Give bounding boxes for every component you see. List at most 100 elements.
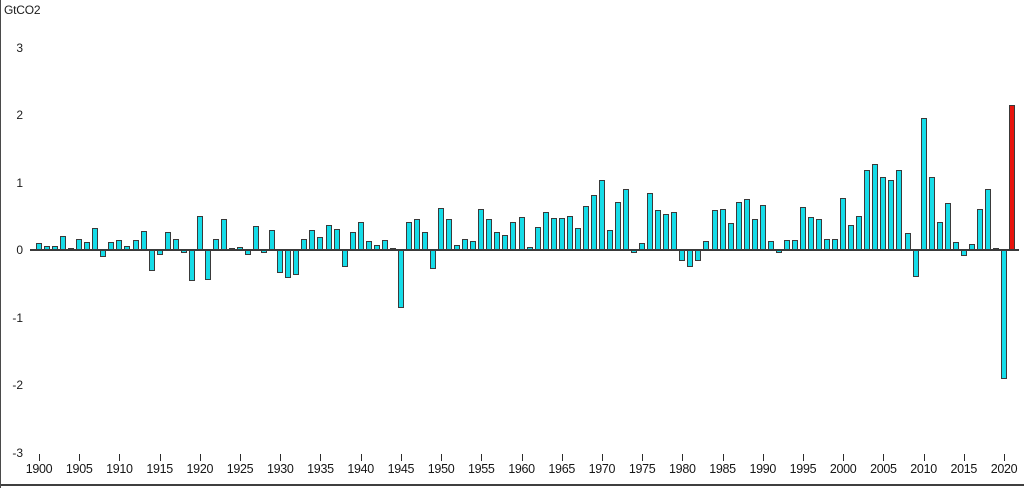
bar-1986	[727, 223, 734, 250]
bar-2007	[896, 169, 903, 250]
bar-1916	[164, 232, 171, 250]
x-tick-2020	[1004, 454, 1005, 461]
bar-1927	[253, 226, 260, 250]
bar-1995	[799, 206, 806, 250]
x-tick-1900	[39, 454, 40, 461]
bar-1985	[719, 208, 726, 250]
x-tick-2000	[843, 454, 845, 461]
bar-1951	[446, 218, 453, 250]
bar-2009	[912, 250, 919, 277]
bar-2008	[904, 233, 911, 250]
bar-1970	[598, 180, 605, 250]
x-tick-1905	[79, 454, 81, 461]
bar-1955	[478, 208, 485, 250]
bar-1965	[558, 217, 565, 250]
x-tick-1920	[199, 454, 201, 461]
bar-1936	[325, 225, 332, 250]
bar-1940	[357, 222, 364, 250]
x-tick-label-1940: 1940	[347, 462, 374, 476]
bar-1938	[341, 250, 348, 267]
bar-1932	[293, 250, 300, 275]
x-tick-1925	[240, 454, 242, 461]
y-tick-label-0: 0	[16, 243, 23, 257]
x-tick-1985	[722, 454, 724, 461]
x-tick-1970	[601, 454, 603, 461]
bar-1929	[269, 229, 276, 250]
x-tick-label-1935: 1935	[307, 462, 334, 476]
bar-1968	[582, 206, 589, 250]
bar-2013	[944, 202, 951, 250]
bar-1977	[655, 210, 662, 250]
x-tick-label-1985: 1985	[709, 462, 736, 476]
bar-1934	[309, 229, 316, 250]
bar-2000	[840, 198, 847, 250]
bar-1923	[220, 218, 227, 250]
bar-2003	[864, 170, 871, 250]
bar-1921	[204, 250, 211, 280]
bar-2018	[984, 189, 991, 250]
x-tick-label-1905: 1905	[65, 462, 93, 476]
bar-2001	[848, 225, 855, 250]
bar-1946	[405, 221, 412, 250]
x-tick-1935	[320, 454, 322, 461]
y-tick-label-3: 3	[16, 40, 23, 55]
x-tick-1915	[159, 454, 161, 461]
y-tick-label--3: -3	[12, 445, 23, 460]
x-tick-1975	[642, 454, 644, 461]
y-tick-label--1: -1	[12, 310, 23, 325]
bar-1958	[502, 235, 509, 250]
x-tick-1960	[521, 454, 523, 461]
bar-2012	[936, 221, 943, 250]
bar-1971	[606, 229, 613, 250]
bar-1920	[196, 216, 203, 250]
bar-2015	[960, 250, 967, 257]
bar-1962	[534, 227, 541, 250]
bar-1984	[711, 209, 718, 250]
bar-1948	[422, 232, 428, 250]
x-tick-label-1900: 1900	[25, 462, 53, 476]
x-tick-1945	[400, 454, 402, 461]
bar-1973	[623, 189, 630, 250]
bar-1919	[188, 250, 195, 282]
x-tick-label-1930: 1930	[266, 462, 294, 476]
bar-2005	[880, 177, 887, 250]
x-tick-label-1980: 1980	[669, 462, 696, 476]
bar-1987	[735, 202, 742, 250]
bar-1972	[615, 202, 621, 250]
bottom-edge-line	[1, 484, 1024, 486]
x-tick-2015	[963, 454, 965, 461]
bar-1903	[60, 235, 67, 250]
x-tick-2010	[923, 454, 925, 461]
x-tick-label-1910: 1910	[106, 462, 133, 476]
bar-1997	[816, 218, 823, 250]
x-tick-label-1990: 1990	[749, 462, 777, 476]
x-tick-label-2015: 2015	[950, 462, 978, 476]
bar-1926	[245, 250, 252, 255]
x-tick-label-1950: 1950	[427, 462, 455, 476]
bar-1969	[590, 195, 597, 250]
bar-1966	[566, 216, 573, 250]
bar-1979	[671, 212, 678, 250]
x-tick-1930	[280, 454, 282, 461]
bar-1967	[574, 228, 581, 250]
y-tick-label--2: -2	[12, 378, 23, 392]
bar-2006	[888, 180, 895, 250]
bar-1988	[743, 199, 750, 250]
bar-1980	[679, 250, 686, 262]
x-tick-1990	[762, 454, 764, 461]
bar-1907	[92, 228, 99, 250]
x-tick-label-1970: 1970	[588, 462, 616, 476]
bar-1963	[542, 212, 549, 250]
y-tick-label-2: 2	[16, 108, 23, 122]
bar-2010	[920, 118, 927, 250]
bar-1990	[759, 205, 766, 250]
y-tick-label-1: 1	[16, 175, 23, 190]
bar-1908	[100, 250, 107, 258]
x-tick-label-1995: 1995	[789, 462, 817, 476]
bar-1930	[277, 250, 284, 273]
x-tick-1980	[682, 454, 684, 461]
bar-1914	[148, 250, 155, 271]
x-tick-label-1955: 1955	[467, 462, 495, 476]
bar-1937	[333, 229, 340, 250]
